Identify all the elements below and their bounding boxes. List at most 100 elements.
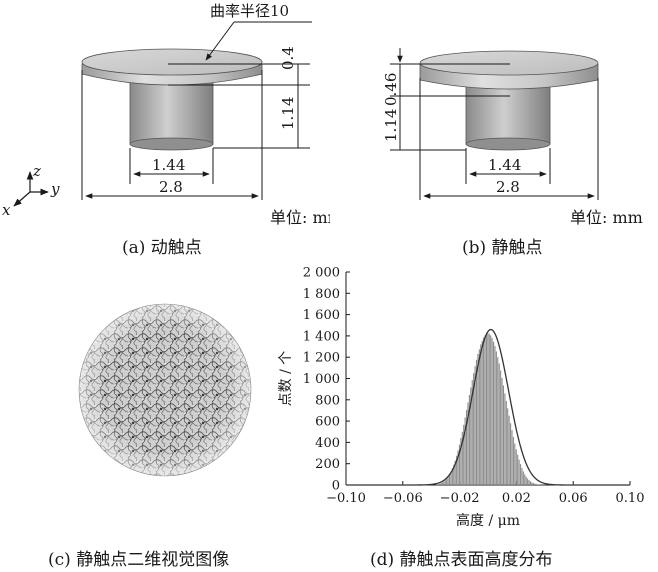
histogram-bar [514,443,516,485]
histogram-bar [440,483,442,485]
y-tick-label: 0 [332,479,340,494]
histogram-bar [454,460,456,485]
histogram-bar [494,346,496,485]
histogram-bar [490,335,492,485]
cap-b [419,50,599,90]
histogram-bar [491,338,493,485]
histogram-bar [502,385,505,485]
x-tick-label: −0.06 [383,491,423,506]
histogram-bar [460,438,462,485]
caption-b: (b) 静触点 [462,238,543,258]
dim-cap-thickness-b: 0.46 [382,73,400,106]
histogram-bar [527,478,529,485]
x-tick-label: 0.02 [502,491,531,506]
histogram-bar [458,444,461,485]
histogram-bar [519,464,522,485]
dim-stem-height-a: 1.14 [279,97,297,130]
histogram-bar [515,449,517,485]
histogram-bar [522,471,524,485]
coordinate-axes [13,171,49,207]
y-tick-label: 1 400 [303,329,340,344]
histogram-bar [529,481,532,485]
histogram-bar [484,335,486,485]
histogram-bar [461,431,463,485]
dim-stem-diameter-b: 1.44 [488,156,521,174]
histogram-bar [521,467,523,485]
y-tick-label: 800 [315,393,340,408]
histogram-bar [478,349,480,485]
y-tick-label: 1 800 [303,287,340,302]
x-axis-label: 高度 / μm [456,512,520,529]
histogram-bar [507,408,509,485]
histogram-bar [524,474,526,485]
unit-label-a: 单位: mm [270,208,330,227]
caption-a: (a) 动触点 [122,238,202,258]
y-tick-label: 2 000 [303,266,340,281]
histogram-bar [508,415,510,485]
histogram-bar [481,340,483,485]
dim-cap-diameter-a: 2.8 [159,178,183,196]
histogram-bar [470,387,472,485]
stem-a [129,73,214,151]
histogram-bar [446,478,448,485]
histogram-bar [475,359,478,485]
y-tick-label: 600 [315,415,340,430]
histogram-bar [485,333,487,485]
cap-a [81,48,263,86]
histogram-bar [517,454,519,485]
histogram-bar [535,484,537,485]
histogram-bar [443,481,445,485]
histogram-bar [439,483,441,485]
dimension-lines-a [81,21,312,200]
histogram-bar [477,354,479,485]
histogram-bar [518,459,520,485]
y-axis-label: 点数 / 个 [278,351,294,407]
histogram-bar [488,333,490,485]
histogram-bar [500,370,502,485]
histogram-bar [534,483,536,485]
histogram-bar [465,409,468,485]
x-tick-label: 0.06 [559,491,588,506]
x-tick-label: 0.10 [616,491,645,506]
histogram-bar [498,363,500,485]
x-tick-label: −0.02 [440,491,480,506]
histogram-bar [457,450,459,485]
histogram-bar [525,476,527,485]
panel-b-drawing: 0.46 1.14 1.44 2.8 单位: mm [382,48,643,227]
y-tick-label: 1 600 [303,308,340,323]
histogram-bar [468,395,470,485]
histogram-bar [471,380,473,485]
dim-cap-diameter-b: 2.8 [496,178,520,196]
histogram-bar [510,423,512,485]
histogram-bar [501,377,503,485]
caption-c: (c) 静触点二维视觉图像 [48,550,230,570]
dim-stem-diameter-a: 1.44 [152,156,185,174]
y-tick-label: 1 200 [303,351,340,366]
histogram-bar [437,484,439,485]
histogram-bar [447,476,449,485]
histogram-bar [456,455,458,485]
histogram-bar [464,417,466,485]
y-tick-label: 200 [315,457,340,472]
histogram-bar [492,341,495,485]
histogram-bar [474,366,476,485]
dim-stem-height-b: 1.14 [382,109,400,142]
radius-note: 曲率半径10 [210,2,289,20]
histogram-bar [531,482,533,485]
histogram-bar [444,480,446,485]
dimension-lines-b [390,48,599,200]
histogram-bar [495,351,497,485]
panel-c-image [78,303,252,477]
x-tick-label: −0.10 [326,491,366,506]
panel-d-histogram: 0 200 400 600 800 1 000 1 200 1 400 1 600 1 800 2 … [278,266,645,530]
histogram-bar [451,468,453,485]
histogram-bar [448,474,451,485]
histogram-bar [453,464,455,485]
histogram-bar [436,484,438,485]
axis-label-z: z [32,162,41,180]
histogram-bar [487,333,489,485]
panel-a-drawing: z y x 曲率半径10 0.4 1.14 1.44 2.8 单位: mm [2,2,330,227]
histogram-bar [450,471,452,485]
histogram-bar [473,373,475,485]
axis-label-x: x [2,201,11,219]
